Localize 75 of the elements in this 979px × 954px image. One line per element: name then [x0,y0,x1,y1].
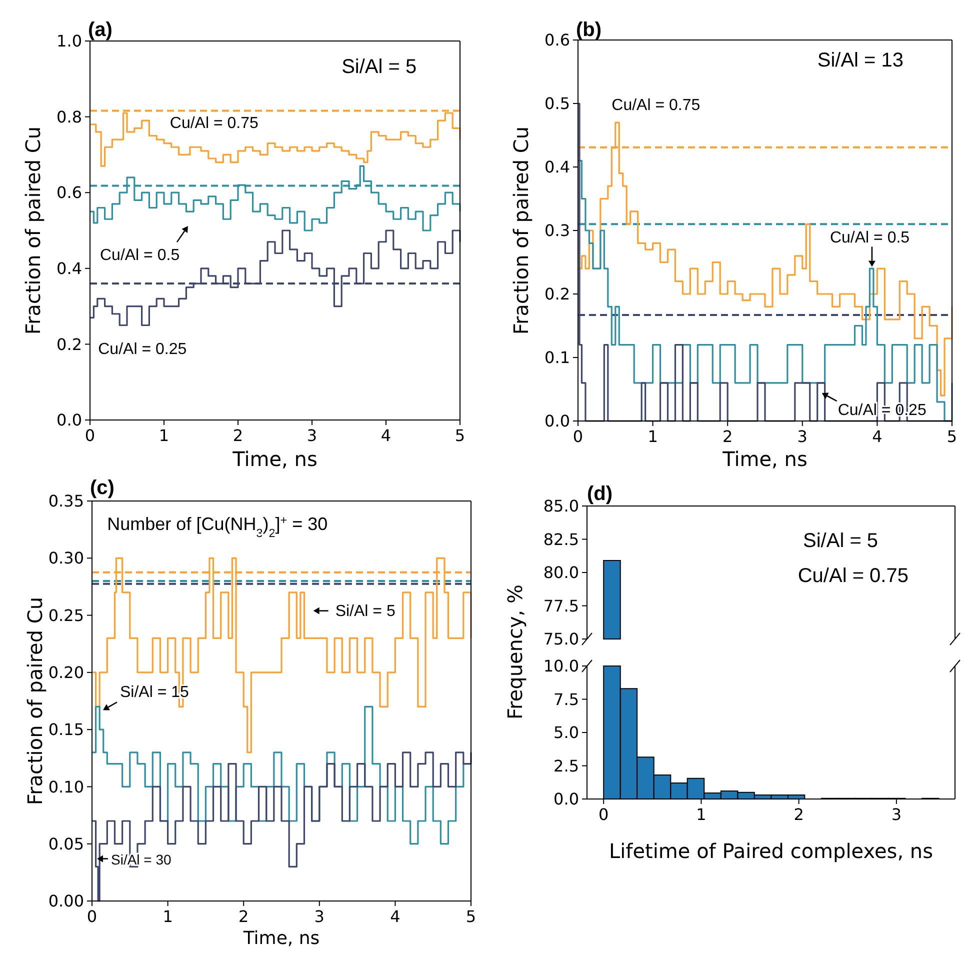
y-tick-label: 0.6 [56,183,82,202]
y-tick-label: 5.0 [554,723,579,742]
x-axis-title: Lifetime of Paired complexes, ns [608,839,934,863]
y-tick-label: 0.30 [48,548,84,568]
chart-title: (d) [587,483,613,505]
y-tick-label: 0.15 [48,720,84,740]
chart-title: (c) [90,477,114,499]
y-tick-label: 0.25 [48,606,84,625]
y-tick-label: 0.0 [544,412,570,431]
y-tick-label: 0.5 [544,94,570,114]
y-tick-label: 10.0 [543,656,579,676]
x-tick-label: 0 [572,427,584,446]
annotation: Cu/Al = 0.5 [100,247,180,264]
y-axis-title: Fraction of paired Cu [509,126,533,335]
annotation: Cu/Al = 0.75 [798,564,908,587]
annotation: Si/Al = 5 [803,530,878,552]
y-tick-label: 0.4 [544,158,570,177]
x-tick-label: 3 [891,805,902,824]
y-tick-label: 0.35 [48,492,84,511]
y-tick-label: 80.0 [543,563,579,582]
x-axis-title: Time, ns [722,447,808,471]
y-tick-label: 0.2 [56,334,82,354]
y-tick-label: 1.0 [56,32,82,51]
x-tick-label: 3 [314,907,324,926]
chart-title: (b) [576,19,602,41]
y-tick-label: 82.5 [543,530,579,549]
y-axis-title: Frequency, % [503,584,527,720]
x-tick-label: 5 [946,427,958,446]
y-tick-label: 0.00 [48,892,84,911]
x-axis-title: Time, ns [232,447,318,471]
y-tick-label: 75.0 [543,630,579,649]
y-axis-title: Fraction of paired Cu [23,596,47,806]
x-tick-label: 4 [380,426,392,445]
x-tick-label: 4 [390,907,400,926]
y-tick-label: 0.05 [48,834,84,854]
y-tick-label: 0.1 [544,348,570,368]
y-axis-title: Fraction of paired Cu [21,126,45,335]
x-tick-label: 1 [158,426,170,445]
annotation: Cu/Al = 0.25 [98,341,187,358]
annotation: Cu/Al = 0.75 [170,115,259,132]
y-tick-label: 0.3 [544,221,570,240]
y-tick-label: 0.6 [544,30,570,50]
y-tick-label: 0.8 [56,107,82,126]
annotation: Si/Al = 13 [817,50,904,72]
x-axis-title: Time, ns [242,928,320,949]
y-tick-label: 0.4 [56,259,82,278]
x-tick-label: 5 [454,426,466,445]
x-tick-label: 2 [722,427,733,446]
x-tick-label: 1 [648,427,658,446]
y-tick-label: 7.5 [554,690,579,709]
annotation: Cu/Al = 0.75 [612,97,700,114]
y-tick-label: 2.5 [554,756,579,776]
y-tick-label: 0.10 [48,777,84,796]
x-tick-label: 0 [84,426,96,445]
x-tick-label: 5 [466,907,476,926]
chart-title: (a) [88,19,112,41]
x-tick-label: 2 [232,426,244,445]
x-tick-label: 1 [696,805,706,824]
x-tick-label: 2 [794,805,804,824]
x-tick-label: 3 [306,426,318,445]
x-tick-label: 0 [86,907,98,926]
annotation: Cu/Al = 0.5 [830,230,910,247]
y-tick-label: 0.20 [48,663,84,682]
x-tick-label: 4 [872,427,882,446]
y-tick-label: 0.0 [56,410,82,430]
annotation: Si/Al = 5 [335,602,396,620]
x-tick-label: 3 [797,427,808,446]
x-tick-label: 2 [238,907,249,926]
x-tick-label: 1 [162,907,173,926]
y-tick-label: 77.5 [543,596,579,616]
y-tick-label: 85.0 [543,496,579,516]
annotation: Si/Al = 5 [342,56,417,78]
y-tick-label: 0.0 [554,790,579,809]
x-tick-label: 0 [598,805,609,824]
y-tick-label: 0.2 [544,284,570,304]
